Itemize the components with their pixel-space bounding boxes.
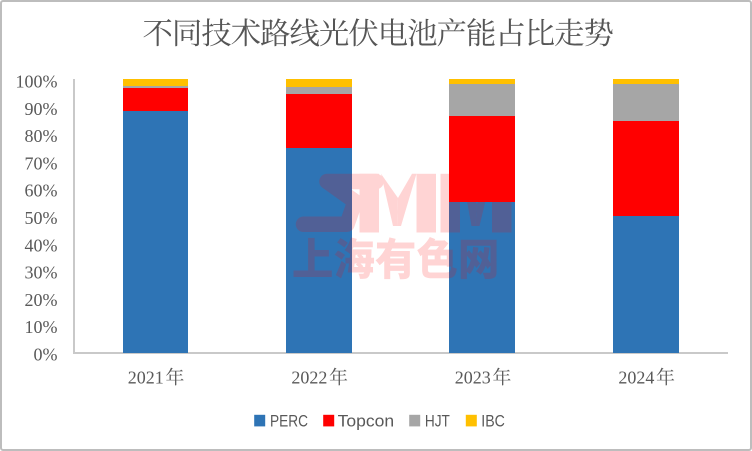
svg-text:100%: 100% bbox=[16, 72, 58, 92]
svg-text:90%: 90% bbox=[25, 99, 58, 119]
svg-text:70%: 70% bbox=[25, 153, 58, 173]
svg-text:80%: 80% bbox=[25, 126, 58, 146]
svg-text:10%: 10% bbox=[25, 317, 58, 337]
svg-text:0%: 0% bbox=[34, 344, 58, 364]
svg-text:50%: 50% bbox=[25, 208, 58, 228]
svg-text:2022: 2022 bbox=[291, 368, 327, 388]
svg-text:40%: 40% bbox=[25, 235, 58, 255]
svg-text:Topcon: Topcon bbox=[338, 411, 395, 430]
svg-text:20%: 20% bbox=[25, 290, 58, 310]
svg-text:2023: 2023 bbox=[455, 368, 491, 388]
svg-text:IBC: IBC bbox=[481, 411, 505, 430]
svg-text:2024: 2024 bbox=[618, 368, 654, 388]
svg-text:2021: 2021 bbox=[128, 368, 164, 388]
svg-text:HJT: HJT bbox=[425, 411, 450, 430]
svg-text:60%: 60% bbox=[25, 181, 58, 201]
svg-text:PERC: PERC bbox=[270, 411, 308, 430]
svg-text:30%: 30% bbox=[25, 263, 58, 283]
